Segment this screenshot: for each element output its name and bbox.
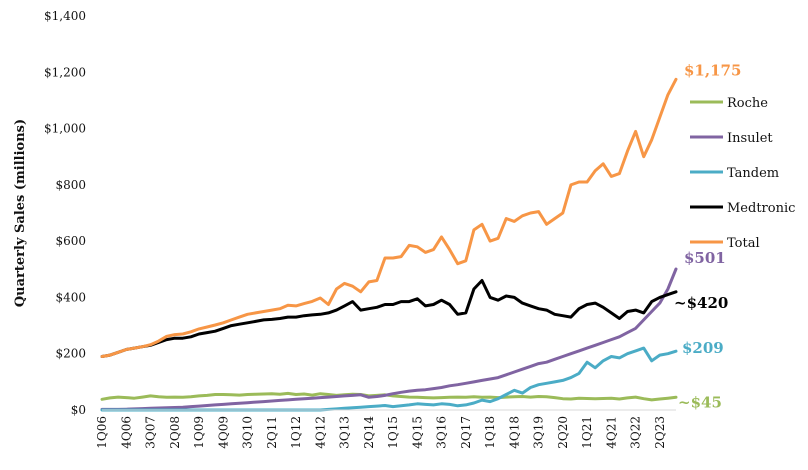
x-tick-label: 3Q07 xyxy=(144,416,158,449)
legend-label-tandem: Tandem xyxy=(727,166,779,181)
y-tick-label: $1,400 xyxy=(44,9,86,23)
end-label-total: $1,175 xyxy=(684,61,741,79)
x-tick-label: 4Q21 xyxy=(604,416,618,449)
x-tick-label: 3Q19 xyxy=(532,416,546,449)
x-tick-label: 2Q08 xyxy=(168,416,182,449)
y-tick-label: $400 xyxy=(55,290,86,304)
legend: Roche Insulet Tandem Medtronic Total xyxy=(690,96,795,251)
series-line-total xyxy=(100,77,678,358)
end-labels: ~$45 $501 $209 ~$420 $1,175 xyxy=(674,61,741,411)
y-axis-title: Quarterly Sales (millions) xyxy=(13,119,28,307)
y-tick-label: $1,200 xyxy=(44,65,86,79)
series-line-tandem xyxy=(100,346,678,412)
x-tick-label: 3Q16 xyxy=(435,416,449,449)
y-tick-label: $0 xyxy=(71,403,86,417)
x-tick-label: 1Q09 xyxy=(192,416,206,449)
x-tick-label: 1Q15 xyxy=(386,416,400,449)
y-tick-label: $1,000 xyxy=(44,122,86,136)
series-lines xyxy=(100,77,678,412)
x-tick-label: 4Q15 xyxy=(410,416,424,449)
y-tick-label: $200 xyxy=(55,347,86,361)
x-tick-label: 1Q21 xyxy=(580,416,594,449)
x-tick-label: 1Q06 xyxy=(95,416,109,449)
x-tick-label: 4Q09 xyxy=(216,416,230,449)
end-label-insulet: $501 xyxy=(684,249,726,267)
end-label-tandem: $209 xyxy=(682,339,724,357)
x-tick-label: 4Q18 xyxy=(507,416,521,449)
legend-label-total: Total xyxy=(727,236,760,251)
x-tick-label: 1Q12 xyxy=(289,416,303,449)
legend-label-medtronic: Medtronic xyxy=(727,201,795,216)
y-tick-label: $800 xyxy=(55,178,86,192)
x-tick-label: 1Q18 xyxy=(483,416,497,449)
x-tick-label: 2Q20 xyxy=(556,416,570,449)
series-line-medtronic xyxy=(100,279,678,358)
x-tick-label: 3Q10 xyxy=(241,416,255,449)
x-tick-label: 3Q22 xyxy=(629,416,643,449)
y-axis-ticks: $0 $200 $400 $600 $800 $1,000 $1,200 $1,400 xyxy=(44,9,86,417)
x-tick-label: 4Q12 xyxy=(313,416,327,449)
legend-label-insulet: Insulet xyxy=(727,131,773,146)
end-label-medtronic: ~$420 xyxy=(674,294,728,312)
x-tick-label: 2Q11 xyxy=(265,416,279,449)
x-tick-label: 4Q06 xyxy=(119,416,133,449)
x-tick-label: 2Q17 xyxy=(459,416,473,449)
y-tick-label: $600 xyxy=(55,234,86,248)
x-axis-ticks: 1Q06 4Q06 3Q07 2Q08 1Q09 4Q09 3Q10 2Q11 1Q12 4Q12… xyxy=(95,416,667,449)
x-tick-label: 2Q23 xyxy=(653,416,667,449)
legend-label-roche: Roche xyxy=(727,96,768,111)
x-tick-label: 2Q14 xyxy=(362,416,376,449)
series-line-insulet xyxy=(100,267,678,411)
x-tick-label: 3Q13 xyxy=(338,416,352,449)
end-label-roche: ~$45 xyxy=(678,393,722,411)
